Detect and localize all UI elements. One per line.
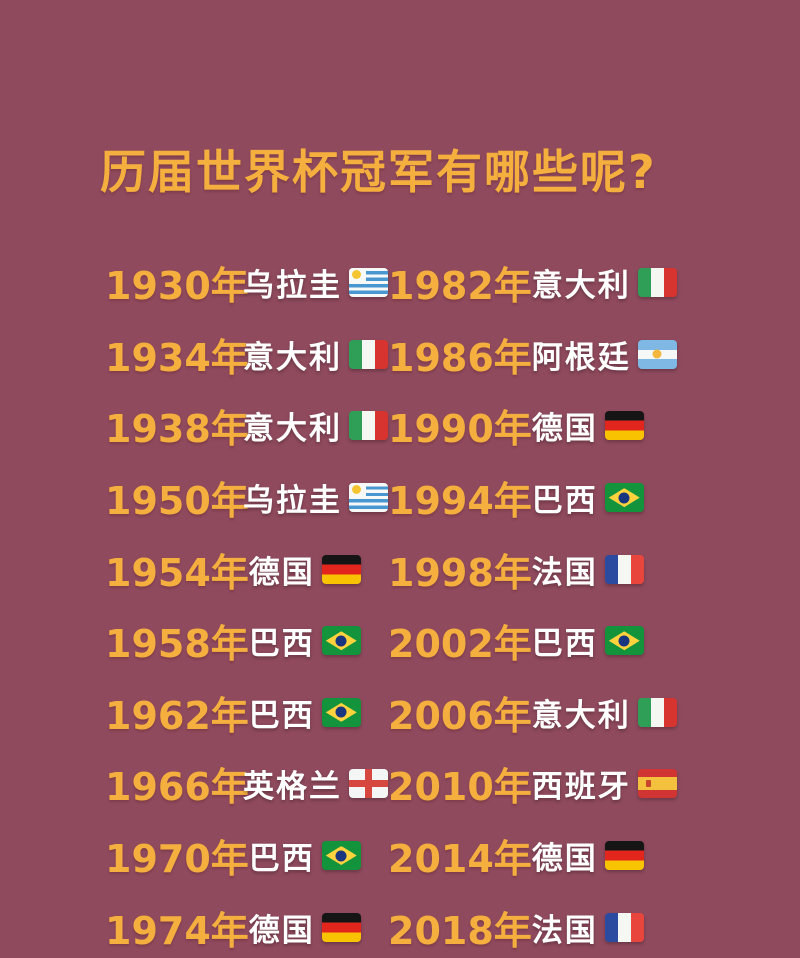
- year-label: 1966年: [105, 765, 249, 810]
- year-label: 1958年: [105, 622, 249, 667]
- uruguay-flag-icon: [349, 268, 388, 298]
- country-label: 德国: [248, 554, 315, 591]
- year-label: 1982年: [388, 264, 532, 309]
- champion-row: 2010年 西班牙: [388, 748, 800, 820]
- champion-row: 1962年 巴西: [105, 677, 388, 749]
- page-title: 历届世界杯冠军有哪些呢?: [100, 145, 657, 199]
- year-label: 1986年: [388, 335, 532, 380]
- champion-row: 1966年 英格兰: [105, 748, 388, 820]
- brazil-flag-icon: [321, 697, 361, 727]
- champion-row: 1986年 阿根廷: [388, 319, 800, 391]
- italy-flag-icon: [349, 411, 388, 441]
- country-label: 巴西: [531, 483, 598, 520]
- year-label: 1970年: [105, 837, 249, 882]
- france-flag-icon: [604, 912, 644, 942]
- country-label: 德国: [531, 841, 598, 878]
- country-label: 西班牙: [531, 769, 631, 806]
- italy-flag-icon: [637, 268, 677, 298]
- brazil-flag-icon: [604, 483, 644, 513]
- italy-flag-icon: [349, 339, 388, 369]
- england-flag-icon: [349, 769, 388, 799]
- brazil-flag-icon: [604, 626, 644, 656]
- france-flag-icon: [604, 554, 644, 584]
- champion-row: 1974年 德国: [105, 891, 388, 958]
- germany-flag-icon: [321, 554, 361, 584]
- year-label: 2002年: [388, 622, 532, 667]
- year-label: 1994年: [388, 479, 532, 524]
- country-label: 意大利: [531, 697, 631, 734]
- country-label: 英格兰: [243, 769, 342, 806]
- country-label: 德国: [248, 912, 315, 949]
- champion-row: 1970年 巴西: [105, 820, 388, 892]
- uruguay-flag-icon: [349, 483, 388, 513]
- country-label: 巴西: [248, 697, 315, 734]
- country-label: 意大利: [531, 268, 631, 305]
- country-label: 意大利: [243, 411, 342, 448]
- country-label: 德国: [531, 411, 598, 448]
- argentina-flag-icon: [637, 339, 677, 369]
- year-label: 2018年: [388, 908, 532, 953]
- brazil-flag-icon: [321, 626, 361, 656]
- champion-row: 1998年 法国: [388, 533, 800, 605]
- champion-row: 1950年 乌拉圭: [105, 462, 388, 534]
- year-label: 1974年: [105, 908, 249, 953]
- champion-row: 1982年 意大利: [388, 247, 800, 319]
- germany-flag-icon: [604, 841, 644, 871]
- year-label: 1934年: [105, 335, 249, 380]
- left-column: 1930年 乌拉圭 1934年 意大利 1938年 意大利 1950年 乌拉圭 …: [105, 247, 388, 958]
- country-label: 意大利: [243, 339, 342, 376]
- country-label: 法国: [531, 554, 598, 591]
- spain-flag-icon: [637, 769, 677, 799]
- year-label: 1990年: [388, 407, 532, 452]
- country-label: 巴西: [531, 626, 598, 663]
- champion-row: 1930年 乌拉圭: [105, 247, 388, 319]
- year-label: 1938年: [105, 407, 249, 452]
- champion-row: 2018年 法国: [388, 891, 800, 958]
- country-label: 阿根廷: [531, 339, 631, 376]
- champion-row: 1954年 德国: [105, 533, 388, 605]
- right-column: 1982年 意大利 1986年 阿根廷 1990年 德国 1994年 巴西 19…: [388, 247, 800, 958]
- year-label: 2010年: [388, 765, 532, 810]
- country-label: 乌拉圭: [243, 483, 342, 520]
- champion-row: 2014年 德国: [388, 820, 800, 892]
- country-label: 巴西: [248, 626, 315, 663]
- italy-flag-icon: [637, 697, 677, 727]
- champion-row: 2002年 巴西: [388, 605, 800, 677]
- year-label: 1962年: [105, 693, 249, 738]
- year-label: 1998年: [388, 550, 532, 595]
- year-label: 1950年: [105, 479, 249, 524]
- champion-row: 1990年 德国: [388, 390, 800, 462]
- champion-row: 1934年 意大利: [105, 319, 388, 391]
- year-label: 2006年: [388, 693, 532, 738]
- champion-row: 1938年 意大利: [105, 390, 388, 462]
- year-label: 1930年: [105, 264, 249, 309]
- champion-row: 1958年 巴西: [105, 605, 388, 677]
- year-label: 2014年: [388, 837, 532, 882]
- germany-flag-icon: [321, 912, 361, 942]
- country-label: 法国: [531, 912, 598, 949]
- brazil-flag-icon: [321, 841, 361, 871]
- country-label: 巴西: [248, 841, 315, 878]
- year-label: 1954年: [105, 550, 249, 595]
- champion-row: 2006年 意大利: [388, 677, 800, 749]
- champion-row: 1994年 巴西: [388, 462, 800, 534]
- champions-list: 1930年 乌拉圭 1934年 意大利 1938年 意大利 1950年 乌拉圭 …: [105, 247, 800, 958]
- country-label: 乌拉圭: [243, 268, 342, 305]
- germany-flag-icon: [604, 411, 644, 441]
